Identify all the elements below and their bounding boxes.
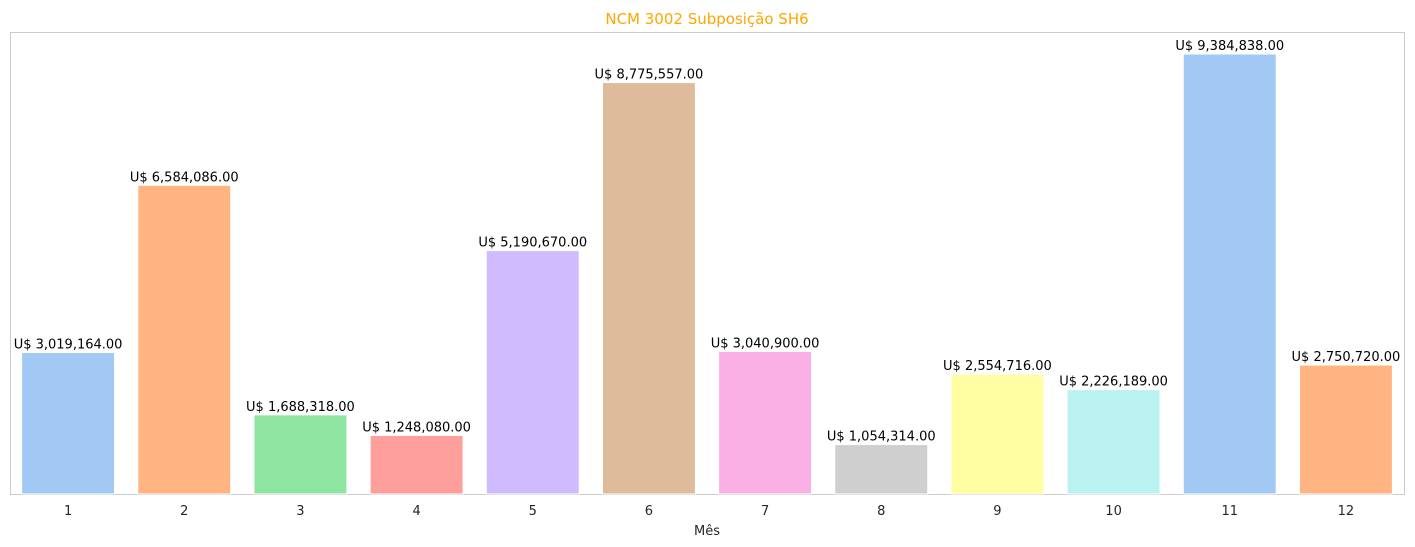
bar-12 bbox=[1298, 364, 1393, 495]
bar-value-label-6: U$ 8,775,557.00 bbox=[595, 68, 704, 83]
x-tick-label-12: 12 bbox=[1338, 504, 1355, 519]
bar-labels-group: U$ 3,019,164.00 U$ 6,584,086.00 U$ 1,688,3… bbox=[14, 39, 1401, 445]
bar-value-label-5: U$ 5,190,670.00 bbox=[478, 236, 587, 251]
bar-value-label-10: U$ 2,226,189.00 bbox=[1059, 375, 1168, 390]
bar-value-label-7: U$ 3,040,900.00 bbox=[711, 336, 820, 351]
bar-8 bbox=[834, 444, 929, 495]
x-tick-labels: 1 2 3 4 5 6 7 8 9 10 11 12 bbox=[64, 504, 1354, 519]
bar-value-label-2: U$ 6,584,086.00 bbox=[130, 170, 239, 185]
x-tick-label-7: 7 bbox=[761, 504, 769, 519]
x-axis-label: Mês bbox=[694, 524, 720, 539]
x-tick-label-11: 11 bbox=[1221, 504, 1238, 519]
x-tick-label-2: 2 bbox=[180, 504, 188, 519]
bar-1 bbox=[21, 351, 116, 495]
x-tick-label-4: 4 bbox=[412, 504, 420, 519]
bar-10 bbox=[1066, 389, 1161, 495]
bar-value-label-4: U$ 1,248,080.00 bbox=[362, 420, 471, 435]
chart-title: NCM 3002 Subposição SH6 bbox=[605, 10, 808, 28]
x-tick-label-1: 1 bbox=[64, 504, 72, 519]
bar-7 bbox=[718, 350, 813, 495]
x-tick-label-6: 6 bbox=[645, 504, 653, 519]
x-tick-label-9: 9 bbox=[993, 504, 1001, 519]
x-tick-label-8: 8 bbox=[877, 504, 885, 519]
bar-value-label-11: U$ 9,384,838.00 bbox=[1175, 39, 1284, 54]
plot-area-frame bbox=[10, 32, 1405, 495]
bar-value-label-3: U$ 1,688,318.00 bbox=[246, 400, 355, 415]
bar-11 bbox=[1182, 53, 1277, 495]
bar-value-label-9: U$ 2,554,716.00 bbox=[943, 359, 1052, 374]
bar-value-label-12: U$ 2,750,720.00 bbox=[1292, 350, 1401, 365]
bar-value-label-1: U$ 3,019,164.00 bbox=[14, 337, 123, 352]
bar-4 bbox=[369, 434, 464, 495]
bar-5 bbox=[485, 250, 580, 495]
x-tick-label-5: 5 bbox=[529, 504, 537, 519]
bar-6 bbox=[601, 82, 696, 495]
x-tick-label-3: 3 bbox=[296, 504, 304, 519]
bars-group bbox=[21, 53, 1393, 495]
bar-value-label-8: U$ 1,054,314.00 bbox=[827, 430, 936, 445]
bar-2 bbox=[137, 184, 232, 495]
bar-9 bbox=[950, 373, 1045, 495]
bar-3 bbox=[253, 414, 348, 495]
x-tick-label-10: 10 bbox=[1105, 504, 1122, 519]
